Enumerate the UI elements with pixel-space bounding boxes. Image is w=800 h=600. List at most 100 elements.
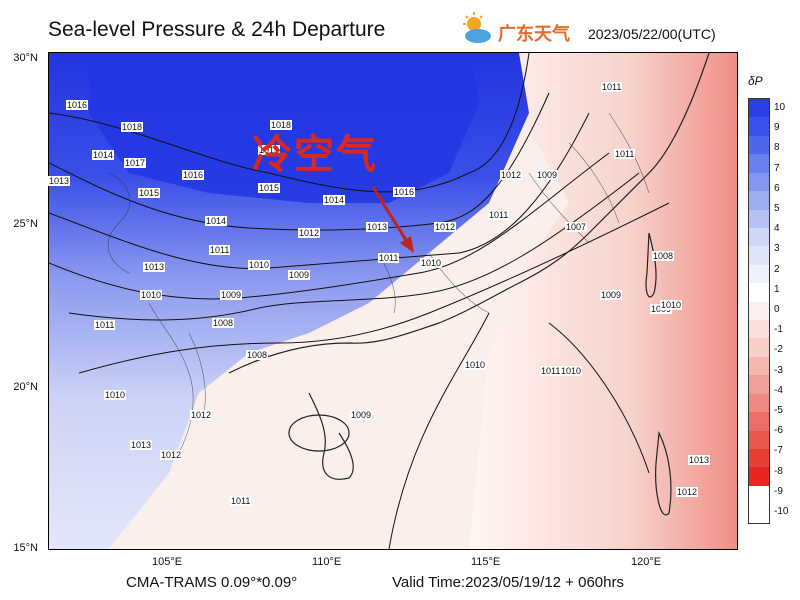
isobar-label: 1011 bbox=[378, 253, 400, 263]
isobar-label: 1015 bbox=[258, 183, 281, 193]
isobar-label: 1013 bbox=[130, 440, 153, 450]
colorbar-label: 0 bbox=[774, 304, 780, 315]
isobar-label: 1008 bbox=[652, 251, 675, 261]
isobar-label: 1018 bbox=[121, 122, 144, 132]
colorbar-label: -4 bbox=[774, 384, 783, 396]
y-tick-15n: 15°N bbox=[13, 542, 38, 554]
isobar-label: 1012 bbox=[298, 228, 321, 238]
isobar-label: 1011 bbox=[230, 496, 252, 506]
isobar-label: 1016 bbox=[393, 187, 416, 197]
colorbar-label: -8 bbox=[774, 465, 783, 477]
isobar-label: 1013 bbox=[366, 222, 389, 232]
isobar-label: 1010 bbox=[104, 390, 127, 400]
colorbar-label: 2 bbox=[774, 263, 780, 275]
colorbar-swatch bbox=[749, 393, 769, 413]
isobar-label: 1009 bbox=[600, 290, 623, 300]
isobar-label: 1009 bbox=[220, 290, 243, 300]
colorbar-swatch bbox=[749, 99, 769, 118]
colorbar-swatch bbox=[749, 467, 769, 486]
isobar-label: 1011 bbox=[540, 366, 562, 376]
y-tick-20n: 20°N bbox=[13, 381, 38, 393]
valid-time: Valid Time:2023/05/19/12 + 060hrs bbox=[392, 574, 624, 591]
colorbar-swatch bbox=[749, 227, 769, 247]
colorbar-swatch bbox=[749, 264, 769, 284]
colorbar-swatch bbox=[749, 449, 769, 468]
cold-air-arrow bbox=[371, 186, 414, 253]
colorbar-label: -10 bbox=[774, 506, 789, 517]
colorbar-swatch bbox=[749, 246, 769, 265]
isobar-label: 1015 bbox=[138, 188, 161, 198]
isobar-label: 1007 bbox=[565, 222, 588, 232]
colorbar-label: 4 bbox=[774, 223, 780, 235]
isobar-label: 1012 bbox=[190, 410, 213, 420]
colorbar-label: -2 bbox=[774, 344, 783, 356]
isobar-label: 1009 bbox=[350, 410, 373, 420]
colorbar-swatch bbox=[749, 209, 769, 228]
x-tick-110e: 110°E bbox=[312, 556, 342, 568]
colorbar-label: -5 bbox=[774, 405, 783, 416]
isobar-label: 1017 bbox=[124, 158, 147, 168]
isobar-label: 1010 bbox=[248, 260, 271, 270]
colorbar-swatch bbox=[749, 430, 769, 450]
isobar-label: 1011 bbox=[614, 149, 636, 159]
isobar-label: 1015 bbox=[258, 145, 281, 155]
chart-title: Sea-level Pressure & 24h Departure bbox=[48, 18, 386, 41]
isobar-label: 1011 bbox=[601, 82, 623, 92]
colorbar-label: 10 bbox=[774, 102, 786, 113]
colorbar-label: 5 bbox=[774, 203, 780, 214]
isobar-label: 1014 bbox=[205, 216, 228, 226]
colorbar-swatch bbox=[749, 283, 769, 302]
colorbar-swatch bbox=[749, 191, 769, 210]
isobar-label: 1011 bbox=[94, 320, 116, 330]
map-canvas bbox=[49, 53, 737, 549]
brand-logo: 广东天气 bbox=[458, 10, 588, 50]
colorbar-swatch bbox=[749, 117, 769, 136]
colorbar-swatch bbox=[749, 172, 769, 192]
colorbar-swatch bbox=[749, 154, 769, 173]
x-tick-115e: 115°E bbox=[471, 556, 501, 568]
y-tick-25n: 25°N bbox=[13, 218, 38, 230]
colorbar-label: 9 bbox=[774, 122, 780, 134]
isobar-label: 1010 bbox=[560, 366, 583, 376]
model-label: CMA-TRAMS 0.09°*0.09° bbox=[126, 574, 298, 591]
isobar-label: 1009 bbox=[536, 170, 559, 180]
isobar-label: 1010 bbox=[420, 258, 443, 268]
isobar-label: 1013 bbox=[48, 176, 71, 186]
colorbar-swatch bbox=[749, 375, 769, 394]
x-tick-105e: 105°E bbox=[152, 556, 183, 568]
colorbar-swatch bbox=[749, 356, 769, 376]
isobar-label: 1012 bbox=[160, 450, 183, 460]
isobar-label: 1010 bbox=[660, 300, 683, 310]
colorbar-label: 1 bbox=[774, 283, 780, 295]
colorbar-swatch bbox=[749, 338, 769, 357]
isobar-label: 1013 bbox=[688, 455, 711, 465]
colorbar-label: 8 bbox=[774, 142, 780, 154]
cold-air-annotation: 冷空气 bbox=[252, 132, 378, 178]
isobar-label: 1008 bbox=[212, 318, 235, 328]
colorbar-swatch bbox=[749, 412, 769, 431]
colorbar-label: -7 bbox=[774, 445, 783, 457]
isobar-label: 1018 bbox=[270, 120, 293, 130]
colorbar-label: 6 bbox=[774, 182, 780, 194]
isobar-label: 1016 bbox=[182, 170, 205, 180]
issue-date: 2023/05/22/00(UTC) bbox=[588, 26, 716, 42]
isobar-label: 1008 bbox=[246, 350, 269, 360]
colorbar-label: -9 bbox=[774, 485, 783, 497]
colorbar-swatch bbox=[749, 135, 769, 155]
isobar-label: 1013 bbox=[143, 262, 166, 272]
brand-text: 广东天气 bbox=[498, 24, 570, 44]
y-tick-30n: 30°N bbox=[13, 52, 38, 64]
colorbar-swatch bbox=[749, 320, 769, 339]
isobar-label: 1010 bbox=[464, 360, 487, 370]
colorbar bbox=[748, 98, 770, 524]
x-tick-120e: 120°E bbox=[631, 556, 662, 568]
isobar-label: 1009 bbox=[288, 270, 311, 280]
colorbar-label: -1 bbox=[774, 324, 783, 336]
isobar-label: 1011 bbox=[488, 210, 510, 220]
isobar-label: 1014 bbox=[323, 195, 346, 205]
colorbar-label: 3 bbox=[774, 243, 780, 255]
colorbar-swatch bbox=[749, 301, 769, 321]
colorbar-label: 7 bbox=[774, 162, 780, 174]
sun-cloud-icon bbox=[463, 12, 491, 43]
isobar-label: 1010 bbox=[140, 290, 163, 300]
